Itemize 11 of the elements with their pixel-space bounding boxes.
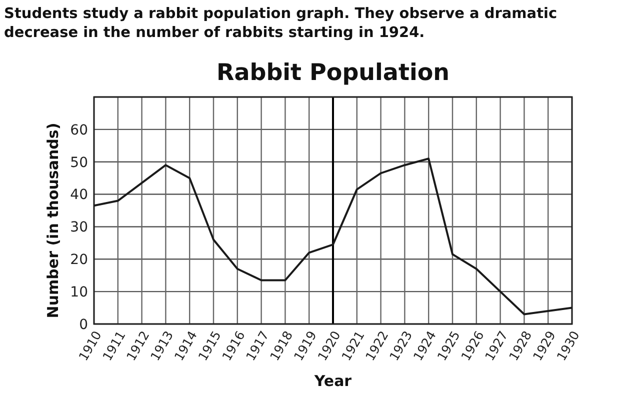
y-tick-label: 20	[70, 252, 88, 268]
x-axis-title: Year	[313, 372, 352, 390]
y-tick-label: 50	[70, 154, 88, 171]
y-tick-label: 0	[79, 316, 88, 333]
y-tick-label: 30	[70, 220, 88, 236]
chart-title: Rabbit Population	[216, 60, 450, 86]
y-tick-label: 60	[70, 122, 88, 138]
y-tick-label: 40	[70, 187, 88, 204]
y-axis-title: Number (in thousands)	[44, 122, 62, 318]
y-tick-label: 10	[70, 284, 88, 300]
text: Students study a rabbit population graph. They observe a dramatic decrease in the number of rabbits starting in 1924.	[4, 6, 558, 41]
